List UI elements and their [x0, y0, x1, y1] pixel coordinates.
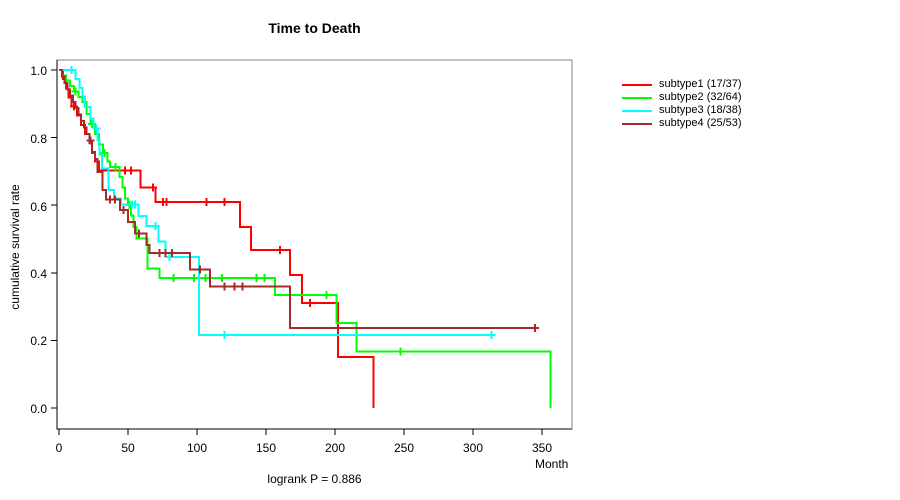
chart-title: Time to Death [268, 20, 361, 36]
legend-label: subtype2 (32/64) [659, 91, 742, 103]
legend-line-swatch [622, 84, 652, 86]
legend-label: subtype4 (25/53) [659, 117, 742, 129]
x-tick: 0 [55, 441, 63, 455]
x-axis-label: Month [535, 457, 569, 471]
x-tick: 200 [324, 441, 346, 455]
x-tick: 300 [462, 441, 484, 455]
x-tick: 50 [121, 441, 135, 455]
legend-line-swatch [622, 123, 652, 125]
x-tick: 150 [255, 441, 277, 455]
y-tick: 0.2 [30, 334, 47, 348]
y-tick: 0.6 [30, 200, 47, 214]
legend-label: subtype1 (17/37) [659, 78, 742, 90]
y-tick: 1.0 [30, 64, 47, 78]
x-tick: 100 [186, 441, 208, 455]
y-tick: 0.0 [30, 402, 47, 416]
legend-label: subtype3 (18/38) [659, 104, 742, 116]
logrank-annotation: logrank P = 0.886 [267, 472, 362, 486]
x-tick: 350 [531, 441, 553, 455]
legend-line-swatch [622, 110, 652, 112]
legend-line-swatch [622, 97, 652, 99]
y-tick: 0.4 [30, 267, 47, 281]
y-tick: 0.8 [30, 132, 47, 146]
x-tick: 250 [393, 441, 415, 455]
